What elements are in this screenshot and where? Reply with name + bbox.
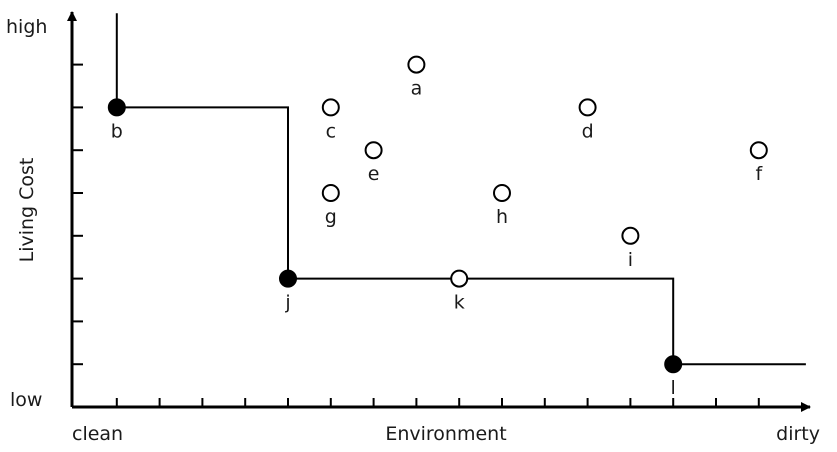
point-d <box>578 98 597 117</box>
point-label-l: l <box>671 377 676 399</box>
y-tick-label-high: high <box>6 16 47 38</box>
axes <box>67 11 811 412</box>
x-axis-ticks <box>115 398 760 407</box>
point-label-k: k <box>454 292 465 314</box>
point-a <box>407 55 426 74</box>
point-label-i: i <box>628 249 633 271</box>
point-labels: a b c d e f g h i j k l <box>111 78 764 400</box>
point-f <box>749 141 768 160</box>
point-e <box>364 141 383 160</box>
point-g <box>321 184 340 202</box>
point-label-h: h <box>496 206 508 228</box>
point-c <box>321 98 340 117</box>
point-label-j: j <box>284 292 290 314</box>
y-axis-title: Living Cost <box>16 158 38 263</box>
point-label-f: f <box>755 163 763 185</box>
point-j <box>279 269 297 288</box>
y-tick-label-low: low <box>10 389 42 411</box>
point-label-c: c <box>326 120 336 142</box>
point-label-a: a <box>411 78 423 100</box>
x-axis-title: Environment <box>385 423 506 445</box>
point-h <box>493 184 511 202</box>
point-label-b: b <box>111 120 123 142</box>
x-tick-label-high: dirty <box>776 423 820 445</box>
point-label-g: g <box>325 206 337 228</box>
point-label-e: e <box>368 163 380 185</box>
x-tick-label-low: clean <box>72 423 123 445</box>
point-l <box>664 355 683 374</box>
point-k <box>450 269 469 288</box>
data-points <box>107 55 768 374</box>
y-axis-ticks <box>72 63 83 366</box>
point-i <box>621 226 640 245</box>
point-b <box>107 98 126 117</box>
point-label-d: d <box>582 120 594 142</box>
